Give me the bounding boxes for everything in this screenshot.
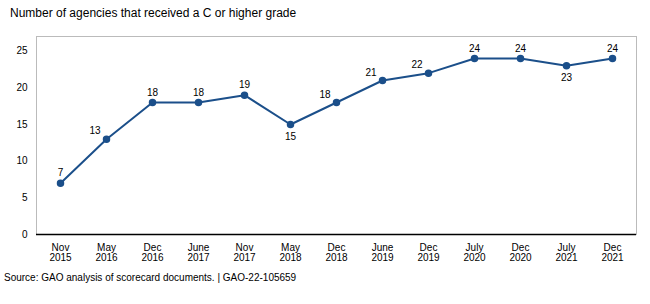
- svg-text:Dec2018: Dec2018: [325, 242, 348, 263]
- svg-text:19: 19: [239, 79, 251, 90]
- svg-text:Nov2015: Nov2015: [49, 242, 72, 263]
- svg-text:Dec2021: Dec2021: [601, 242, 624, 263]
- svg-text:July2021: July2021: [555, 242, 578, 263]
- svg-text:20: 20: [16, 82, 28, 93]
- html-text:Number of agencies that receiv: Number of agencies that received a C or …: [10, 6, 297, 20]
- svg-text:25: 25: [16, 45, 28, 56]
- svg-text:15: 15: [285, 131, 297, 142]
- svg-text:18: 18: [193, 87, 205, 98]
- svg-text:June2017: June2017: [187, 242, 210, 263]
- svg-text:July2020: July2020: [463, 242, 486, 263]
- svg-text:0: 0: [22, 229, 28, 240]
- svg-text:24: 24: [607, 43, 619, 54]
- svg-text:23: 23: [561, 72, 573, 83]
- svg-text:10: 10: [16, 155, 28, 166]
- svg-text:15: 15: [16, 119, 28, 130]
- html-text:Source: GAO analysis of scorec: Source: GAO analysis of scorecard docume…: [4, 272, 297, 283]
- svg-text:7: 7: [58, 167, 64, 178]
- svg-text:13: 13: [89, 125, 101, 136]
- svg-text:24: 24: [469, 43, 481, 54]
- svg-text:Nov2017: Nov2017: [233, 242, 256, 263]
- svg-text:Dec2020: Dec2020: [509, 242, 532, 263]
- svg-text:May2016: May2016: [95, 242, 118, 263]
- svg-text:18: 18: [319, 89, 331, 100]
- svg-text:22: 22: [411, 59, 423, 70]
- svg-text:5: 5: [22, 192, 28, 203]
- svg-text:24: 24: [515, 43, 527, 54]
- svg-text:18: 18: [147, 87, 159, 98]
- svg-text:June2019: June2019: [371, 242, 394, 263]
- svg-text:Dec2016: Dec2016: [141, 242, 164, 263]
- svg-text:Dec2019: Dec2019: [417, 242, 440, 263]
- svg-text:May2018: May2018: [279, 242, 302, 263]
- svg-text:21: 21: [365, 67, 377, 78]
